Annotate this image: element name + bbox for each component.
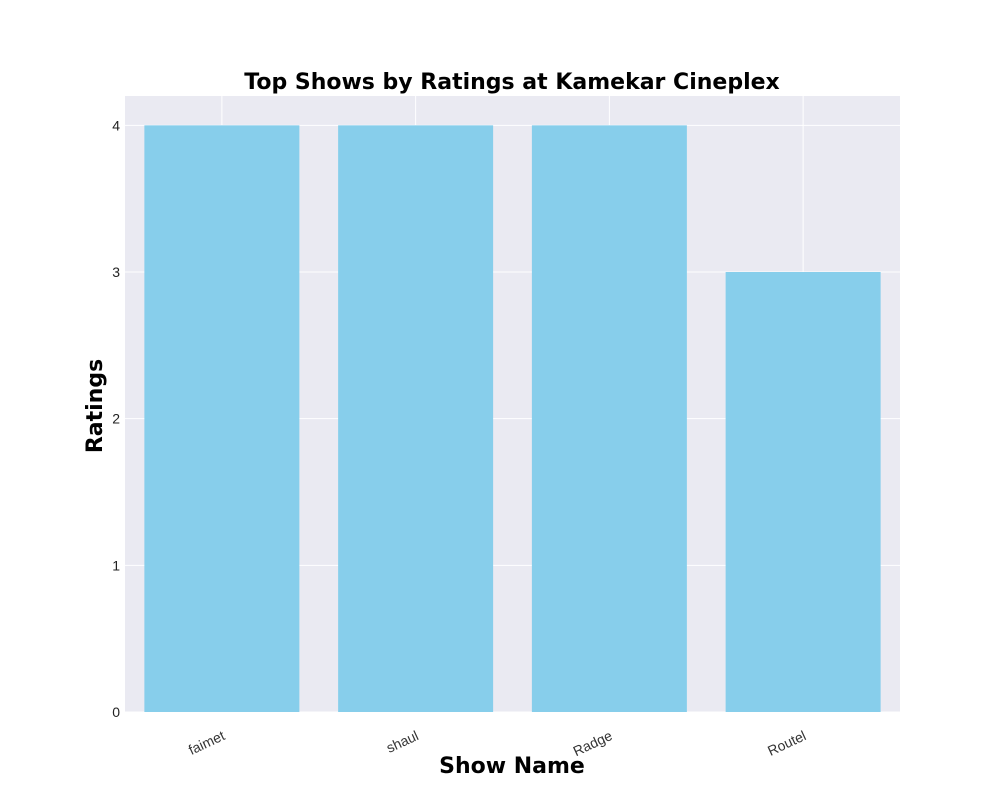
y-tick-label: 2 [112,411,120,427]
bar-shaul [338,125,494,713]
bar-routel [725,272,881,712]
y-axis-ticks: 0 1 2 3 4 [112,117,120,720]
bar-faimet [144,125,300,713]
x-tick-label: Routel [765,727,808,759]
x-tick-label: faimet [186,727,227,758]
bars [144,125,881,713]
x-tick-label: shaul [384,727,421,756]
y-tick-label: 3 [112,264,120,280]
bar-radge [531,125,687,713]
chart-title: Top Shows by Ratings at Kamekar Cineplex [244,70,779,95]
y-tick-label: 0 [112,704,120,720]
x-axis-label: Show Name [439,754,585,779]
y-axis-label: Ratings [83,359,108,453]
y-tick-label: 1 [112,557,120,573]
y-tick-label: 4 [112,117,120,133]
